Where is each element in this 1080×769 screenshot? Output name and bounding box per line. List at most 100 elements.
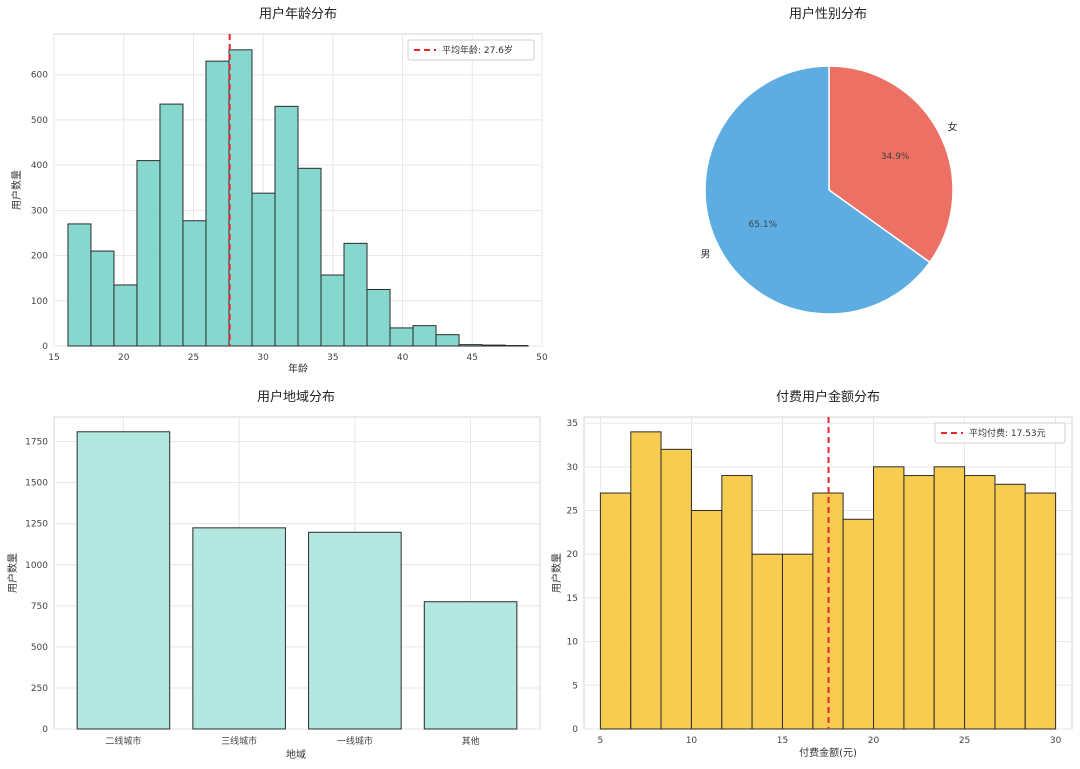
gender-pie-labels: 34.9% 女 65.1% 男 — [700, 121, 957, 261]
pie-category-label: 女 — [948, 121, 958, 134]
payment-y-tick-label: 30 — [567, 463, 579, 473]
age-x-tick-label: 40 — [397, 353, 409, 363]
payment-x-tick-label: 5 — [598, 736, 604, 746]
age-legend-label: 平均年龄: 27.6岁 — [442, 44, 513, 56]
region-y-tick-label: 250 — [31, 684, 48, 694]
payment-chart-title: 付费用户金额分布 — [776, 389, 880, 405]
age-y-ticks: 0 100 200 300 400 500 600 — [31, 71, 48, 352]
age-x-tick-label: 50 — [536, 353, 548, 363]
payment-y-tick-label: 15 — [567, 594, 578, 604]
age-bar — [182, 220, 207, 347]
age-y-tick-label: 600 — [31, 71, 48, 81]
payment-histogram-panel: 付费用户金额分布 5 10 15 20 25 30 0 5 10 15 20 25 30 35 付费金额… — [550, 389, 1073, 759]
payment-bar — [599, 492, 632, 730]
gender-pie-panel: 用户性别分布 34.9% 女 65.1% 男 — [700, 6, 958, 315]
payment-legend-label: 平均付费: 17.53元 — [969, 427, 1046, 439]
pie-category-label: 男 — [700, 248, 710, 260]
age-x-ticks: 15 20 25 30 35 40 45 50 — [48, 353, 548, 363]
age-bar — [343, 242, 368, 347]
payment-x-ticks: 5 10 15 20 25 30 — [598, 736, 1062, 746]
age-y-tick-label: 100 — [31, 297, 48, 307]
age-bar — [274, 105, 299, 347]
payment-bar — [842, 518, 875, 730]
region-y-tick-label: 750 — [31, 602, 48, 612]
age-bar — [389, 327, 414, 347]
region-bar-panel: 用户地域分布 二线城市 三线城市 一线城市 其他 0 250 500 750 1000 1250… — [6, 389, 541, 761]
age-x-tick-label: 30 — [257, 353, 269, 363]
region-x-tick-label: 其他 — [462, 735, 480, 747]
age-x-tick-label: 20 — [118, 353, 130, 363]
age-bar — [136, 160, 161, 347]
payment-x-tick-label: 15 — [777, 736, 788, 746]
payment-y-axis-label: 用户数量 — [550, 553, 563, 593]
payment-legend: 平均付费: 17.53元 — [934, 422, 1066, 444]
age-bar — [435, 334, 460, 347]
region-x-axis-label: 地域 — [286, 748, 306, 761]
age-bar — [412, 325, 437, 347]
age-y-axis-label: 用户数量 — [10, 170, 23, 210]
region-bar — [423, 601, 518, 730]
pie-slice — [704, 65, 931, 315]
pie-percent-label: 34.9% — [881, 152, 910, 162]
region-bar — [76, 431, 171, 730]
region-y-tick-label: 0 — [42, 725, 48, 735]
region-y-axis-label: 用户数量 — [6, 553, 19, 593]
age-bar — [228, 49, 253, 347]
region-x-tick-label: 二线城市 — [105, 735, 141, 747]
region-x-tick-label: 一线城市 — [337, 735, 373, 747]
age-legend: 平均年龄: 27.6岁 — [407, 39, 535, 61]
payment-bar — [690, 510, 723, 730]
age-bar — [90, 250, 115, 347]
payment-bar — [781, 553, 814, 730]
payment-bar — [903, 475, 935, 730]
age-y-tick-label: 0 — [42, 342, 48, 352]
payment-y-ticks: 0 5 10 15 20 25 30 35 — [567, 419, 579, 735]
age-x-axis-label: 年龄 — [288, 362, 308, 375]
age-bar — [320, 274, 345, 347]
age-y-tick-label: 400 — [31, 161, 48, 171]
region-y-tick-label: 500 — [31, 643, 48, 653]
region-bars — [76, 431, 518, 730]
age-x-tick-label: 45 — [467, 353, 478, 363]
payment-y-tick-label: 35 — [567, 419, 578, 429]
payment-bar — [964, 475, 996, 730]
pie-slice — [828, 65, 954, 264]
age-chart-title: 用户年龄分布 — [259, 6, 337, 22]
age-bar — [159, 103, 184, 347]
payment-y-tick-label: 20 — [567, 550, 579, 560]
payment-x-tick-label: 20 — [868, 736, 880, 746]
age-y-tick-label: 200 — [31, 252, 48, 262]
payment-x-tick-label: 10 — [686, 736, 698, 746]
region-y-tick-label: 1000 — [25, 561, 48, 571]
region-chart-title: 用户地域分布 — [257, 389, 335, 405]
payment-y-tick-label: 0 — [572, 725, 578, 735]
age-y-tick-label: 500 — [31, 116, 48, 126]
age-bars — [67, 49, 529, 347]
payment-x-axis-label: 付费金额(元) — [799, 746, 857, 759]
payment-bar — [751, 553, 783, 730]
region-bar — [192, 527, 286, 730]
region-y-ticks: 0 250 500 750 1000 1250 1500 1750 — [25, 438, 48, 735]
age-bar — [251, 192, 276, 347]
payment-bar — [660, 448, 692, 730]
region-y-tick-label: 1750 — [25, 438, 48, 448]
payment-y-tick-label: 5 — [572, 681, 578, 691]
region-bar — [308, 531, 402, 730]
age-bar — [67, 223, 92, 347]
payment-bar — [994, 483, 1026, 730]
age-x-tick-label: 35 — [327, 353, 338, 363]
age-bar — [205, 60, 230, 347]
payment-y-tick-label: 10 — [567, 638, 579, 648]
age-x-tick-label: 25 — [188, 353, 199, 363]
region-y-tick-label: 1500 — [25, 479, 48, 489]
payment-bar — [630, 431, 662, 730]
payment-x-tick-label: 25 — [959, 736, 970, 746]
age-bar — [481, 344, 506, 347]
payment-x-tick-label: 30 — [1050, 736, 1062, 746]
age-x-tick-label: 15 — [48, 353, 59, 363]
pie-percent-label: 65.1% — [749, 220, 778, 230]
age-bar — [458, 344, 483, 347]
payment-bar — [933, 466, 966, 730]
region-y-tick-label: 1250 — [25, 520, 48, 530]
